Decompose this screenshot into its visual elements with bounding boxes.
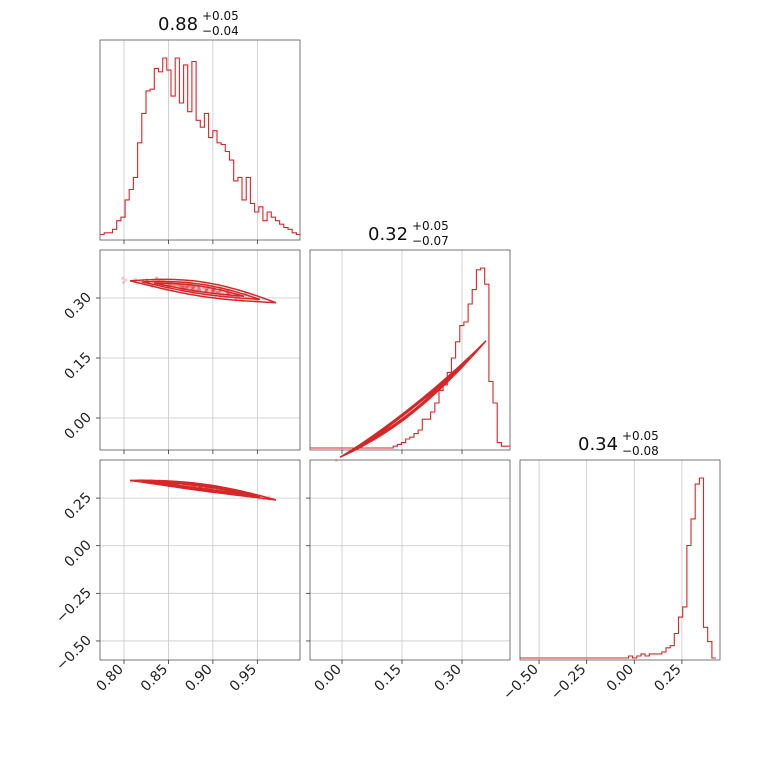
contour-1_0-2 xyxy=(153,282,245,297)
xtick-label-0-1: 0.85 xyxy=(138,662,171,695)
scatter-point xyxy=(197,287,201,292)
title-median-1: 0.32 xyxy=(368,224,408,245)
scatter-point xyxy=(197,287,201,291)
xtick-label-0-0: 0.80 xyxy=(93,662,126,695)
scatter-point xyxy=(190,286,194,290)
panel-frame-2-2 xyxy=(519,459,721,661)
contour-2_1-0 xyxy=(339,340,487,458)
scatter-point xyxy=(185,285,189,289)
title-plus-0: +0.05 xyxy=(202,9,239,23)
scatter-point xyxy=(204,288,209,292)
panel-2-2: 0.34 +0.05−0.08 −0.50 −0.25 0.00 0.25 xyxy=(500,429,721,704)
contour-2_1-2 xyxy=(363,372,455,445)
scatter-point xyxy=(207,288,212,292)
scatter-point xyxy=(121,280,126,285)
scatter-point xyxy=(180,285,184,289)
xtick-label-2-0: −0.50 xyxy=(500,662,542,704)
scatter-point xyxy=(212,289,216,293)
panel-2-1: 0.00 0.15 0.30 xyxy=(306,340,511,695)
panel-title-0: 0.88 xyxy=(158,14,198,35)
scatter-point xyxy=(189,285,193,289)
scatter-point xyxy=(204,289,209,293)
title-minus-1: −0.07 xyxy=(412,234,449,248)
title-plus-1: +0.05 xyxy=(412,219,449,233)
contour-2_0-0 xyxy=(129,479,277,501)
scatter-point xyxy=(204,287,208,291)
xtick-label-1-0: 0.00 xyxy=(311,662,344,695)
scatter-point xyxy=(124,278,128,282)
contour-1_0-0 xyxy=(129,278,277,304)
contour-2_0-1 xyxy=(141,480,261,498)
scatter-point xyxy=(201,287,206,291)
panel-frame-1-1 xyxy=(309,249,511,451)
panel-title-1: 0.32 xyxy=(368,224,408,245)
xtick-label-2-2: 0.00 xyxy=(604,662,637,695)
scatter-point xyxy=(204,288,208,292)
panel-title-2: 0.34 xyxy=(578,434,618,455)
panel-2-0: 0.80 0.85 0.90 0.95 −0.50 −0.25 0.00 0.25 xyxy=(53,459,301,695)
title-median-0: 0.88 xyxy=(158,14,198,35)
panel-1-1: 0.32 +0.05−0.07 xyxy=(309,219,511,454)
scatter-point xyxy=(205,287,209,291)
scatter-point xyxy=(187,285,191,290)
ytick-label-1-2: 0.30 xyxy=(61,290,94,323)
panel-1-0: 0.00 0.15 0.30 xyxy=(61,249,301,454)
title-median-2: 0.34 xyxy=(578,434,618,455)
title-minus-2: −0.08 xyxy=(622,444,659,458)
xtick-label-2-3: 0.25 xyxy=(651,662,684,695)
scatter-point xyxy=(172,283,176,287)
scatter-point xyxy=(211,289,216,293)
histogram-0 xyxy=(100,57,301,236)
ytick-label-2-2: 0.00 xyxy=(61,537,94,570)
ytick-label-2-1: −0.25 xyxy=(53,585,95,627)
xtick-label-1-2: 0.30 xyxy=(431,662,464,695)
scatter-point xyxy=(178,284,182,288)
scatter-point xyxy=(121,276,125,280)
scatter-point xyxy=(178,284,182,288)
ytick-label-2-0: −0.50 xyxy=(53,632,95,674)
title-minus-0: −0.04 xyxy=(202,24,239,38)
scatter-point xyxy=(197,286,202,290)
scatter-point xyxy=(205,289,209,293)
scatter-point xyxy=(184,286,188,290)
scatter-point xyxy=(190,287,194,291)
xtick-label-0-3: 0.95 xyxy=(227,662,260,695)
contour-1_0-1 xyxy=(141,280,261,301)
xtick-label-1-1: 0.15 xyxy=(371,662,404,695)
xtick-label-0-2: 0.90 xyxy=(182,662,215,695)
xtick-label-2-1: −0.25 xyxy=(548,662,590,704)
scatter-point xyxy=(184,284,188,289)
scatter-point xyxy=(191,286,195,290)
panel-0-0: 0.88 +0.05−0.04 xyxy=(99,9,301,244)
scatter-point xyxy=(211,288,215,292)
histogram-1 xyxy=(310,267,510,449)
scatter-point xyxy=(199,288,203,292)
scatter-point xyxy=(181,285,185,289)
ytick-label-2-3: 0.25 xyxy=(61,490,94,523)
scatter-point xyxy=(191,286,195,290)
panel-frame-1-0 xyxy=(99,249,301,451)
scatter-point xyxy=(183,285,187,289)
panel-frame-0-0 xyxy=(99,39,301,241)
panel-frame-2-0 xyxy=(99,459,301,661)
ytick-label-1-0: 0.00 xyxy=(61,410,94,443)
contour-2_0-2 xyxy=(153,481,245,495)
scatter-point xyxy=(210,289,214,293)
histogram-2 xyxy=(520,477,717,659)
scatter-point xyxy=(186,286,190,290)
ytick-label-1-1: 0.15 xyxy=(61,350,94,383)
title-plus-2: +0.05 xyxy=(622,429,659,443)
panel-frame-2-1 xyxy=(309,459,511,661)
scatter-point xyxy=(172,283,176,287)
scatter-point xyxy=(214,290,218,294)
